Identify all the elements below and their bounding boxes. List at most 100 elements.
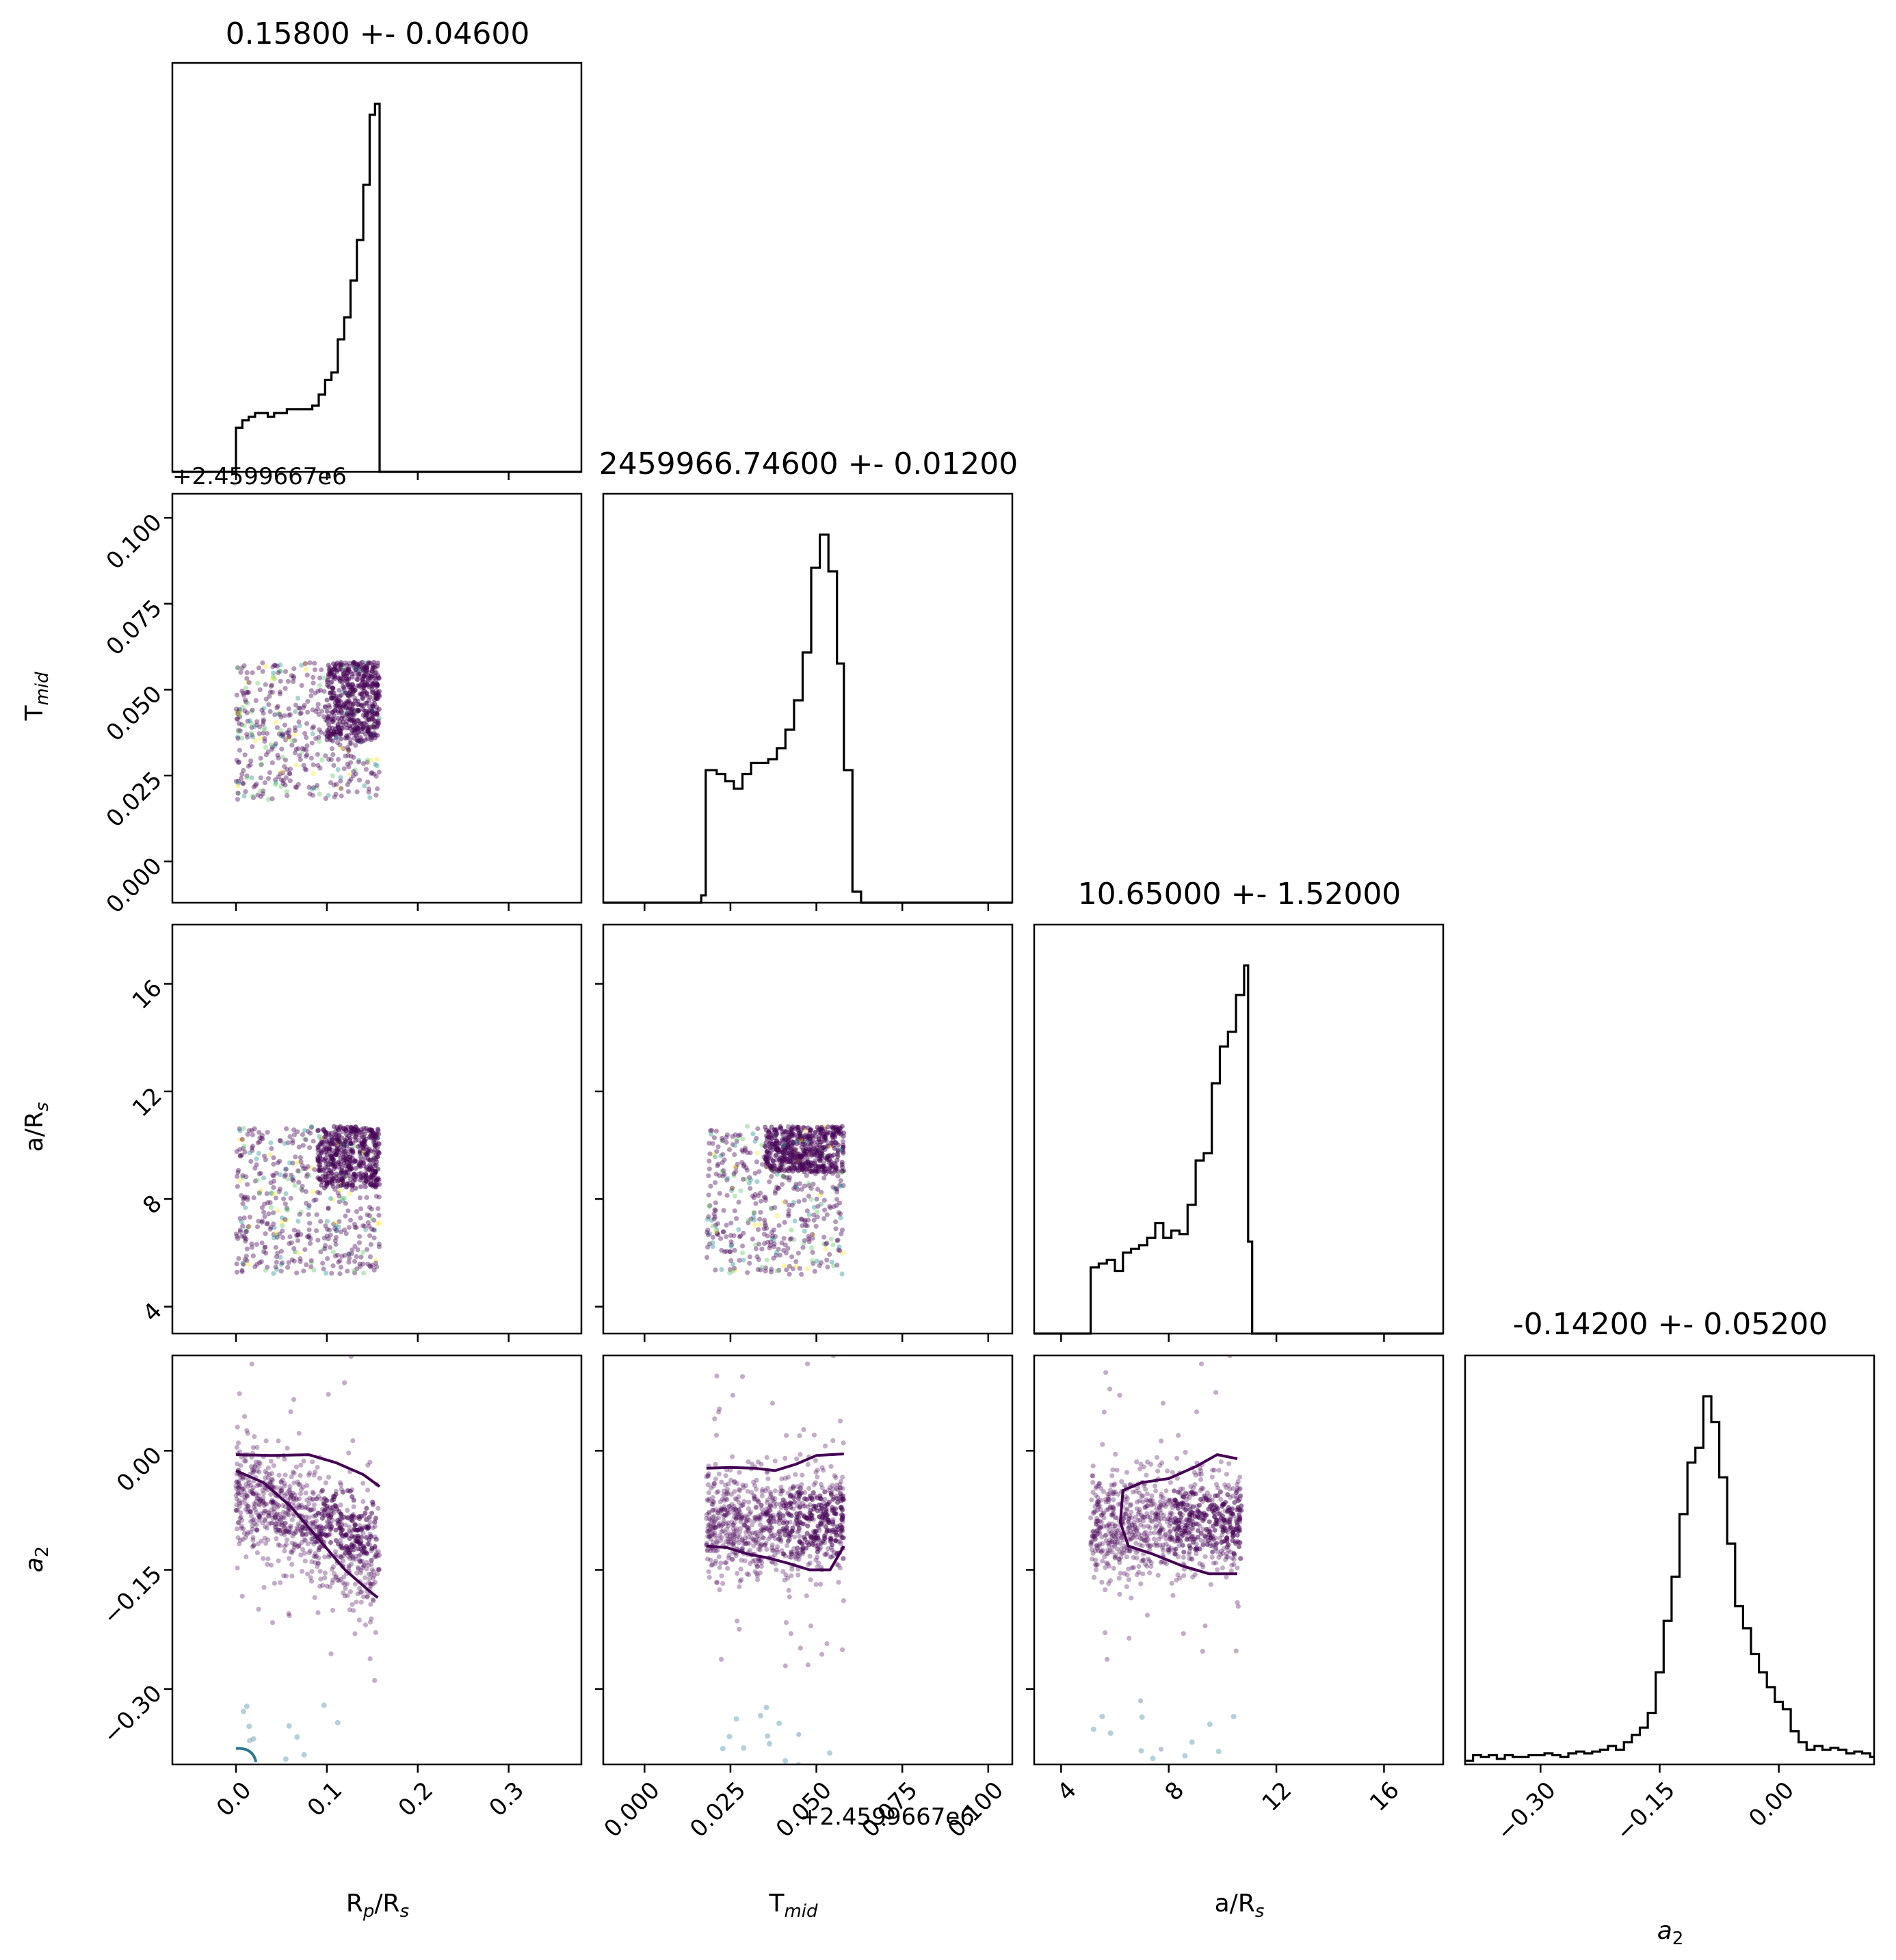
- scatter-point: [338, 731, 343, 737]
- scatter-point: [741, 1163, 746, 1169]
- scatter-point: [311, 1554, 317, 1559]
- scatter-point: [717, 1537, 723, 1544]
- scatter-point: [768, 1492, 774, 1497]
- scatter-point: [285, 1511, 290, 1517]
- scatter-point: [705, 1217, 711, 1222]
- scatter-point: [732, 1489, 737, 1494]
- scatter-point: [365, 1261, 371, 1267]
- scatter-point: [789, 1566, 795, 1572]
- scatter-point: [776, 1510, 782, 1515]
- scatter-point: [280, 732, 286, 737]
- scatter-point: [245, 719, 250, 724]
- scatter-point: [256, 1492, 261, 1498]
- scatter-point: [332, 1238, 338, 1243]
- scatter-point: [705, 1547, 710, 1552]
- scatter-point: [309, 740, 315, 746]
- scatter-point: [248, 721, 254, 726]
- scatter-point: [1123, 1511, 1129, 1517]
- scatter-point: [1204, 1490, 1210, 1496]
- scatter-point: [271, 1484, 276, 1489]
- scatter-point: [348, 760, 354, 765]
- scatter-point: [724, 1193, 730, 1198]
- scatter-point: [319, 1525, 325, 1531]
- scatter-point: [1112, 1523, 1118, 1528]
- scatter-point: [786, 1587, 791, 1593]
- scatter-point: [358, 721, 364, 726]
- scatter-point: [791, 1495, 796, 1500]
- scatter-point: [804, 1361, 811, 1366]
- scatter-point: [254, 719, 260, 724]
- scatter-point: [243, 1254, 249, 1259]
- scatter-point: [831, 1204, 837, 1209]
- scatter-point: [235, 1507, 240, 1513]
- scatter-point: [369, 668, 375, 674]
- scatter-point: [720, 1580, 726, 1586]
- scatter-point: [1133, 1489, 1139, 1494]
- scatter-point: [836, 1247, 841, 1253]
- scatter-point: [330, 1184, 336, 1189]
- scatter-point: [276, 1558, 281, 1563]
- scatter-point: [1100, 1541, 1105, 1546]
- scatter-point: [367, 1204, 373, 1210]
- scatter-point: [337, 1188, 343, 1193]
- scatter-point: [278, 1527, 284, 1533]
- scatter-point: [324, 1519, 330, 1524]
- scatter-point: [736, 1133, 741, 1139]
- scatter-point: [731, 1539, 737, 1546]
- scatter-point: [250, 1518, 256, 1523]
- scatter-point: [828, 1464, 834, 1469]
- scatter-point: [716, 1554, 722, 1559]
- scatter-point: [840, 1474, 845, 1480]
- scatter-point: [780, 1174, 786, 1179]
- scatter-point: [291, 1228, 297, 1233]
- scatter-point: [363, 1535, 369, 1540]
- scatter-point: [707, 1204, 712, 1209]
- scatter-point: [733, 1507, 739, 1513]
- scatter-point: [1112, 1489, 1118, 1495]
- scatter-point: [322, 1570, 328, 1576]
- scatter-point: [745, 1524, 750, 1530]
- scatter-point: [719, 1479, 724, 1485]
- scatter-point: [799, 1546, 804, 1552]
- scatter-point: [262, 1535, 267, 1541]
- scatter-point: [306, 1173, 312, 1178]
- scatter-point: [793, 1167, 799, 1172]
- scatter-point: [365, 1128, 370, 1134]
- scatter-point: [712, 1518, 717, 1524]
- scatter-point: [737, 1234, 742, 1240]
- scatter-point: [750, 1236, 755, 1242]
- scatter-point: [274, 1501, 280, 1507]
- scatter-point: [234, 1444, 239, 1450]
- scatter-point: [802, 1217, 808, 1223]
- scatter-point: [343, 1200, 348, 1206]
- scatter-point: [288, 1492, 293, 1498]
- scatter-point: [288, 1523, 293, 1528]
- scatter-point: [332, 794, 337, 799]
- outlier-point: [334, 1719, 341, 1725]
- scatter-point: [234, 1234, 239, 1239]
- scatter-point: [734, 1137, 739, 1142]
- scatter-point: [1147, 1570, 1153, 1576]
- scatter-point: [249, 1489, 254, 1495]
- scatter-point: [315, 1561, 321, 1566]
- scatter-point: [373, 1515, 379, 1521]
- scatter-point: [713, 1559, 719, 1564]
- scatter-point: [1140, 1571, 1146, 1577]
- scatter-point: [258, 775, 263, 780]
- scatter-point: [772, 1519, 777, 1524]
- scatter-point: [832, 1473, 837, 1479]
- scatter-point: [818, 1260, 824, 1265]
- scatter-point: [245, 689, 250, 695]
- scatter-point: [793, 1259, 799, 1264]
- scatter-point: [265, 1556, 271, 1562]
- scatter-point: [764, 1149, 769, 1154]
- scatter-point: [720, 1229, 726, 1234]
- scatter-point: [356, 1566, 361, 1572]
- scatter-point: [332, 1132, 338, 1137]
- scatter-point: [710, 1515, 715, 1520]
- scatter-point: [256, 665, 262, 671]
- scatter-point: [809, 1245, 815, 1251]
- scatter-point: [747, 1518, 752, 1523]
- scatter-point: [373, 1143, 378, 1149]
- scatter-point: [286, 1556, 292, 1561]
